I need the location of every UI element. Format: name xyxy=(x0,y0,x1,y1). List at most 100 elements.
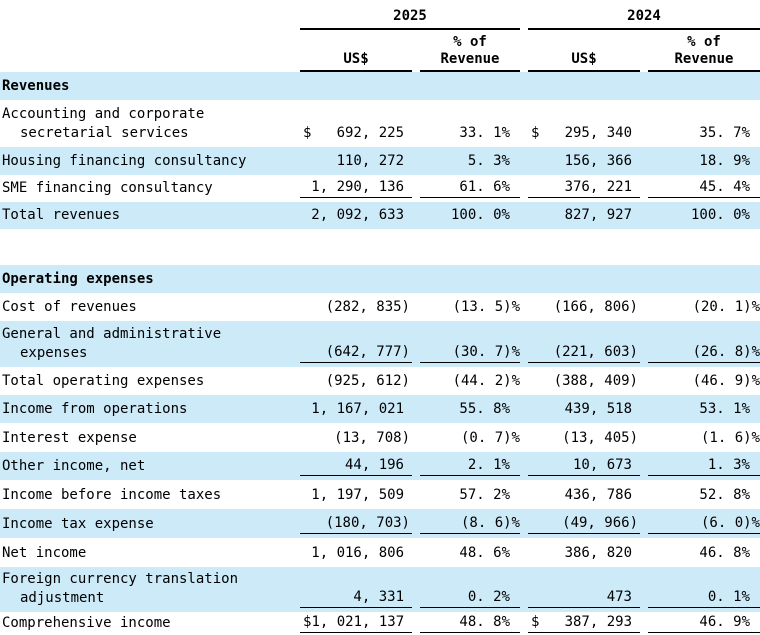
pct-2024-value: (26. 8)% xyxy=(648,343,760,363)
section-header-revenues: Revenues xyxy=(0,72,760,100)
table-row-income-tax-expense: Income tax expense (180, 703) (8. 6)% (4… xyxy=(0,509,760,538)
row-label: Other income, net xyxy=(2,458,146,474)
column-header-label: Revenue xyxy=(440,51,500,67)
column-header-pct-2024: % of Revenue xyxy=(648,30,760,72)
pct-2024-value: 18. 9% xyxy=(699,153,750,169)
pct-2025-value: (8. 6)% xyxy=(420,514,520,534)
amount: 1, 021, 137 xyxy=(311,614,405,630)
us-2024-value: 10, 673 xyxy=(528,456,640,476)
us-2024-value: 156, 366 xyxy=(564,153,632,169)
pct-2025-value: 5. 3% xyxy=(467,153,510,169)
table-row-net-income: Net income 1, 016, 806 48. 6% 386, 820 4… xyxy=(0,538,760,567)
dollar-sign: $ xyxy=(303,125,312,141)
row-label: Total revenues xyxy=(2,207,121,223)
pct-2024-value: (46. 9)% xyxy=(692,373,760,389)
row-label: General and administrative expenses xyxy=(0,325,292,363)
us-2025-value: 44, 196 xyxy=(300,456,412,476)
column-header-us-2024: US$ xyxy=(528,30,640,72)
row-label-line2: adjustment xyxy=(20,590,105,606)
amount: 387, 293 xyxy=(564,614,632,630)
column-header-pct-2025: % of Revenue xyxy=(420,30,520,72)
table-row-foreign-currency-adjustment: Foreign currency translation adjustment … xyxy=(0,567,760,612)
section-title: Operating expenses xyxy=(2,271,154,287)
row-label: Net income xyxy=(2,545,87,561)
table-row-interest-expense: Interest expense (13, 708) (0. 7)% (13, … xyxy=(0,423,760,452)
pct-2025-value: 48. 6% xyxy=(459,545,510,561)
dollar-sign: $ xyxy=(531,125,540,141)
column-group-2024: 2024 xyxy=(528,0,760,30)
pct-2024-value: 0. 1% xyxy=(648,588,760,608)
header-spacer xyxy=(0,0,292,30)
us-2024-value: 473 xyxy=(528,588,640,608)
us-2024-value: $ 295, 340 xyxy=(528,124,640,143)
table-row-sme-financing: SME financing consultancy 1, 290, 136 61… xyxy=(0,175,760,202)
column-group-2025: 2025 xyxy=(300,0,520,30)
row-label-line1: Accounting and corporate xyxy=(2,106,205,122)
us-2024-value: 386, 820 xyxy=(564,545,632,561)
table-row-income-from-operations: Income from operations 1, 167, 021 55. 8… xyxy=(0,395,760,423)
pct-2024-value: 35. 7% xyxy=(699,125,750,141)
amount: 295, 340 xyxy=(564,125,632,141)
column-header-label: % of xyxy=(453,34,487,50)
us-2025-value: (180, 703) xyxy=(300,514,412,534)
row-label: Accounting and corporate secretarial ser… xyxy=(0,105,292,143)
us-2025-value: 1, 290, 136 xyxy=(300,178,412,198)
table-row-accounting-services: Accounting and corporate secretarial ser… xyxy=(0,100,760,147)
row-label: Foreign currency translation adjustment xyxy=(0,570,292,608)
section-header-operating-expenses: Operating expenses xyxy=(0,265,760,293)
us-2025-value: 4, 331 xyxy=(300,588,412,608)
pct-2025-value: 100. 0% xyxy=(450,207,510,223)
us-2024-value: 376, 221 xyxy=(528,178,640,198)
row-label: Income tax expense xyxy=(2,516,154,532)
us-2024-value: 827, 927 xyxy=(564,207,632,223)
table-row-other-income-net: Other income, net 44, 196 2. 1% 10, 673 … xyxy=(0,452,760,480)
header-spacer xyxy=(0,30,292,72)
pct-2024-value: 100. 0% xyxy=(690,207,750,223)
column-header-label: % of xyxy=(687,34,721,50)
us-2025-value: 1, 016, 806 xyxy=(311,545,404,561)
pct-2024-value: (1. 6)% xyxy=(700,430,760,446)
us-2025-value: (13, 708) xyxy=(334,430,410,446)
pct-2024-value: 53. 1% xyxy=(699,401,750,417)
table-header-subcolumns: US$ % of Revenue US$ % of Revenue xyxy=(0,30,760,72)
us-2025-value: 1, 167, 021 xyxy=(311,401,404,417)
us-2024-value: (221, 603) xyxy=(528,343,640,363)
us-2025-value: $ 692, 225 xyxy=(300,124,412,143)
us-2024-value: (166, 806) xyxy=(553,299,638,315)
row-label-line1: Foreign currency translation xyxy=(2,571,239,587)
us-2024-value: (388, 409) xyxy=(553,373,638,389)
table-row-general-admin-expenses: General and administrative expenses (642… xyxy=(0,321,760,367)
row-label: Total operating expenses xyxy=(2,373,205,389)
pct-2025-value: 55. 8% xyxy=(459,401,510,417)
us-2025-value: (282, 835) xyxy=(325,299,410,315)
us-2025-value: (925, 612) xyxy=(325,373,410,389)
row-label-line2: expenses xyxy=(20,345,88,361)
row-label: SME financing consultancy xyxy=(2,180,213,196)
table-row-housing-financing: Housing financing consultancy 110, 272 5… xyxy=(0,147,760,175)
row-label: Cost of revenues xyxy=(2,299,137,315)
us-2025-value: $ 1, 021, 137 xyxy=(300,613,412,633)
table-row-comprehensive-income: Comprehensive income $ 1, 021, 137 48. 8… xyxy=(0,612,760,635)
section-spacer xyxy=(0,229,760,265)
pct-2024-value: 46. 9% xyxy=(648,613,760,633)
pct-2025-value: 2. 1% xyxy=(420,456,520,476)
dollar-sign: $ xyxy=(531,614,540,630)
section-title: Revenues xyxy=(2,78,70,94)
column-header-label: US$ xyxy=(571,51,597,67)
row-label: Comprehensive income xyxy=(2,615,171,631)
pct-2025-value: (13. 5)% xyxy=(452,299,520,315)
us-2024-value: 439, 518 xyxy=(564,401,632,417)
us-2025-value: (642, 777) xyxy=(300,343,412,363)
us-2024-value: (13, 405) xyxy=(562,430,638,446)
row-label-line1: General and administrative xyxy=(2,326,222,342)
pct-2025-value: 61. 6% xyxy=(420,178,520,198)
us-2024-value: 436, 786 xyxy=(564,487,632,503)
pct-2025-value: 0. 2% xyxy=(420,588,520,608)
us-2024-value: (49, 966) xyxy=(528,514,640,534)
pct-2025-value: 33. 1% xyxy=(459,125,510,141)
pct-2025-value: (30. 7)% xyxy=(420,343,520,363)
amount: 692, 225 xyxy=(336,125,404,141)
pct-2024-value: 46. 8% xyxy=(699,545,750,561)
pct-2025-value: (44. 2)% xyxy=(452,373,520,389)
